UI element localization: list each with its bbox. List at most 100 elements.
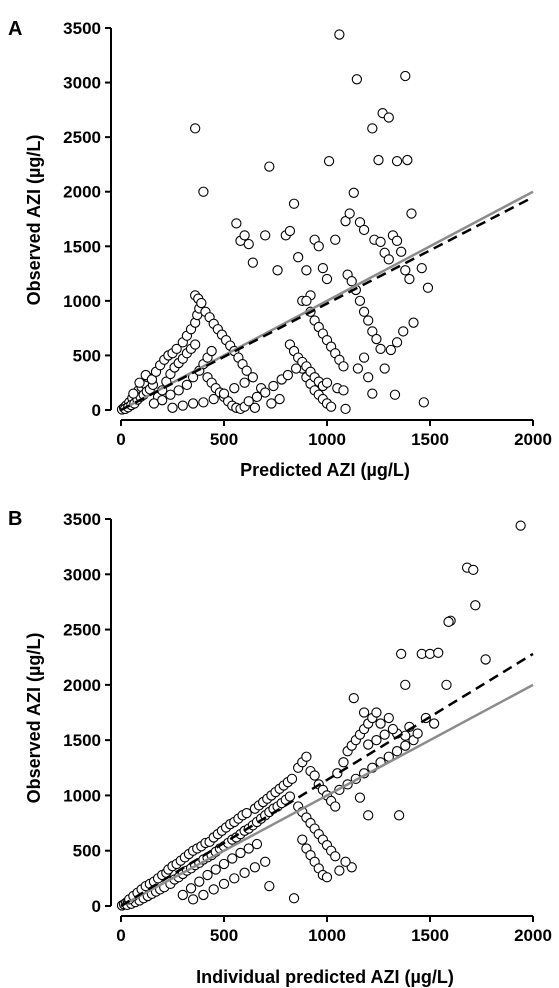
panel-b-label: B: [8, 508, 22, 530]
panel-a-data-point: [264, 161, 275, 172]
panel-a-data-point: [198, 186, 209, 197]
panel-a-data-point: [134, 377, 145, 388]
panel-a-y-axis-label: Observed AZI (µg/L): [24, 135, 44, 306]
panel-a-data-point: [206, 345, 217, 357]
panel-a-x-tick-label: 1000: [308, 430, 346, 449]
panel-b-x-tick-label: 1500: [411, 926, 449, 945]
panel-a-data-point: [301, 265, 312, 276]
panel-a-y-tick-label: 0: [92, 401, 101, 420]
panel-a-data-point: [367, 388, 378, 399]
panel-b-data-point: [396, 648, 407, 660]
panel-b-data-point: [330, 851, 341, 862]
panel-b-data-point: [185, 883, 197, 894]
panel-a-y-tick-label: 2000: [63, 183, 101, 202]
panel-b-y-axis-label: Observed AZI (µg/L): [24, 633, 44, 804]
panel-a-data-point: [358, 352, 370, 363]
panel-b-data-point: [208, 884, 219, 895]
panel-b-data-point: [371, 707, 382, 718]
panel-a-data-point: [231, 218, 242, 229]
panel-a-data-point: [173, 385, 184, 396]
panel-a-data-point: [363, 372, 374, 383]
panel-b-y-tick-label: 500: [73, 842, 101, 861]
panel-b-y-tick-label: 1000: [63, 786, 101, 805]
panel-a-data-point: [340, 403, 351, 415]
panel-b-identity-line: [120, 683, 534, 908]
panel-a-data-point: [422, 282, 434, 293]
panel-a-data-point: [128, 388, 139, 399]
panel-b-data-point: [334, 865, 345, 876]
panel-b-data-point: [202, 869, 213, 881]
panel-a-data-point: [373, 154, 384, 166]
panel-a-data-point: [391, 156, 403, 167]
panel-b-data-point: [330, 801, 341, 812]
panel-a-data-point: [266, 398, 277, 409]
panel-a-data-point: [288, 198, 300, 209]
panel-b-y-tick-label: 2500: [63, 621, 101, 640]
panel-a-data-point: [346, 276, 357, 287]
panel-a-data-point: [391, 235, 403, 246]
panel-b-y-tick-label: 2000: [63, 676, 101, 695]
panel-b-data-point: [243, 843, 254, 854]
panel-b-data-point: [260, 856, 271, 867]
panel-a-data-point: [247, 372, 258, 383]
panel-a-data-point: [363, 315, 374, 326]
panel-b-data-point: [363, 810, 374, 821]
panel-a-data-point: [157, 395, 168, 406]
panel-b-data-point: [515, 520, 526, 531]
panel-a-data-point: [375, 343, 386, 355]
panel-a-data-point: [167, 402, 178, 413]
panel-a-data-point: [187, 398, 199, 409]
panel-b-regression-line: [120, 652, 534, 908]
panel-a-data-point: [260, 230, 271, 241]
panel-b-data-point: [297, 834, 308, 845]
panel-a-data-point: [338, 361, 349, 372]
panel-a-x-tick-label: 0: [116, 430, 125, 449]
panel-a-data-point: [251, 391, 263, 403]
panel-a-data-point: [268, 380, 279, 392]
panel-a-data-point: [241, 365, 252, 376]
panel-a-data-point: [406, 208, 417, 219]
panel-a-data-point: [402, 154, 413, 166]
panel-b-data-point: [400, 730, 411, 741]
panel-b-data-point: [229, 873, 240, 884]
panel-a-x-axis-label: Predicted AZI (µg/L): [240, 460, 410, 480]
panel-a-x-tick-label: 1500: [411, 430, 449, 449]
panel-b-data-point: [387, 723, 399, 735]
panel-a-data-point: [383, 112, 394, 123]
panel-a-data-point: [323, 156, 335, 167]
panel-a-data-point: [351, 74, 363, 85]
panel-b-data-point: [338, 757, 349, 768]
panel-a-data-point: [313, 241, 324, 252]
panel-b-x-tick-label: 1000: [308, 926, 346, 945]
panel-a-data-point: [398, 326, 409, 337]
panel-b-data-point: [251, 838, 263, 850]
panel-b-data-point: [400, 679, 411, 691]
panel-b-data-point: [284, 791, 296, 802]
panel-a-data-point: [418, 397, 429, 408]
panel-a-data-point: [400, 265, 411, 276]
panel-a-data-point: [249, 402, 261, 413]
panel-a-y-tick-label: 500: [73, 346, 101, 365]
panel-b-data-point: [371, 734, 382, 746]
panel-a-data-point: [243, 396, 254, 407]
panel-a-data-point: [391, 337, 403, 348]
panel-a-data-point: [358, 306, 370, 317]
panel-a-identity-line: [120, 190, 534, 412]
panel-a-data-point: [293, 252, 304, 263]
panel-a-data-point: [321, 377, 333, 388]
panel-a-data-point: [404, 273, 415, 285]
panel-a-y-tick-label: 3000: [63, 74, 101, 93]
panel-a-data-point: [272, 265, 283, 276]
panel-a-data-point: [301, 295, 312, 307]
panel-a-data-point: [325, 401, 337, 412]
panel-a-data-point: [358, 224, 370, 236]
panel-a-y-tick-label: 3500: [63, 19, 101, 38]
panel-b-data-point: [187, 894, 199, 905]
panel-a-data-point: [396, 246, 407, 257]
panel-a-data-point: [330, 234, 341, 245]
panel-a-data-point: [284, 225, 296, 237]
panel-a-y-tick-label: 1500: [63, 237, 101, 256]
panel-a-data-point: [408, 317, 419, 328]
panel-b-data-point: [286, 773, 298, 784]
panel-a-y-tick-label: 2500: [63, 128, 101, 147]
